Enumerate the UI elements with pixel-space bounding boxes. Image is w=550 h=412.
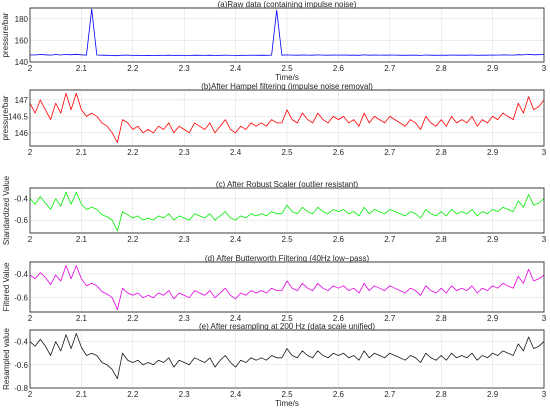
subplot-title: (d) After Butterworth Filtering (40Hz lo… <box>205 254 370 263</box>
x-tick-label: 2.2 <box>127 390 139 399</box>
y-axis-label: Standardized Value <box>2 175 11 245</box>
series-line <box>30 265 544 311</box>
x-tick-label: 2.5 <box>281 148 293 157</box>
x-tick-label: 2.7 <box>384 235 396 244</box>
x-tick-label: 2.8 <box>436 235 448 244</box>
subplot-d: 2 2.1 2.2 2.3 2.4 2.5 2.6 2.7 2.8 2.9 3 -0.4 -0.6 (d)… <box>2 254 547 323</box>
x-tick-label: 2 <box>28 314 33 323</box>
x-tick-label: 2.2 <box>127 64 139 73</box>
x-axis-label: Time/s <box>275 73 299 82</box>
y-tick-label: -0.8 <box>14 384 28 393</box>
x-tick-label: 3 <box>542 235 547 244</box>
x-tick-label: 2.4 <box>230 64 242 73</box>
x-tick-label: 2.1 <box>76 64 88 73</box>
x-tick-label: 2.2 <box>127 235 139 244</box>
y-tick-label: 147 <box>15 96 29 105</box>
x-tick-label: 2 <box>28 148 33 157</box>
y-tick-label: -0.6 <box>14 294 28 303</box>
x-tick-label: 2.3 <box>179 390 191 399</box>
x-tick-label: 2.9 <box>487 148 499 157</box>
x-tick-label: 2 <box>28 390 33 399</box>
x-tick-label: 2.1 <box>76 235 88 244</box>
x-tick-label: 2.9 <box>487 314 499 323</box>
y-tick-label: 146 <box>15 129 29 138</box>
x-tick-label: 2.2 <box>127 314 139 323</box>
series-line <box>30 8 544 57</box>
x-tick-label: 2.5 <box>281 390 293 399</box>
x-tick-label: 2.1 <box>76 390 88 399</box>
y-tick-label: 180 <box>15 15 29 24</box>
x-tick-label: 2.3 <box>179 64 191 73</box>
y-axis-label: Resampled value <box>2 328 11 390</box>
y-tick-label: -0.6 <box>14 216 28 225</box>
x-tick-label: 3 <box>542 64 547 73</box>
plot-border <box>29 7 545 63</box>
x-tick-label: 2.5 <box>281 64 293 73</box>
subplot-b: 2 2.1 2.2 2.3 2.4 2.5 2.6 2.7 2.8 2.9 3 146 146.5 147… <box>1 82 547 157</box>
subplot-e: 2 2.1 2.2 2.3 2.4 2.5 2.6 2.7 2.8 2.9 3 -0.4 -0.6 -0.… <box>2 322 547 408</box>
y-tick-label: 160 <box>15 36 29 45</box>
y-tick-label: 146.5 <box>8 112 29 121</box>
x-tick-label: 2.6 <box>333 148 345 157</box>
x-tick-label: 2.3 <box>179 148 191 157</box>
subplot-title: (c) After Robust Scaler (outlier resista… <box>216 180 359 189</box>
series-line <box>30 92 544 144</box>
subplot-c: 2 2.1 2.2 2.3 2.4 2.5 2.6 2.7 2.8 2.9 3 -0.4 -0.6 (c)… <box>2 175 547 245</box>
x-tick-label: 2.6 <box>333 64 345 73</box>
x-tick-label: 2.4 <box>230 314 242 323</box>
x-tick-label: 2.9 <box>487 390 499 399</box>
x-tick-label: 2.6 <box>333 235 345 244</box>
plot-border <box>29 261 545 313</box>
x-tick-label: 2.3 <box>179 235 191 244</box>
plot-border <box>29 187 545 234</box>
x-tick-label: 2.4 <box>230 235 242 244</box>
series-line <box>30 191 544 232</box>
subplot-title: (b)After Hampel filtering (impulse noise… <box>201 82 373 91</box>
y-tick-label: -0.4 <box>14 270 28 279</box>
x-tick-label: 3 <box>542 390 547 399</box>
x-tick-label: 2.6 <box>333 314 345 323</box>
x-tick-label: 2.9 <box>487 235 499 244</box>
x-tick-label: 2.7 <box>384 314 396 323</box>
plot-border <box>29 89 545 147</box>
subplot-title: (a)Raw data (containing impulse noise) <box>218 0 357 9</box>
x-tick-label: 2.6 <box>333 390 345 399</box>
x-tick-label: 2.1 <box>76 148 88 157</box>
y-axis-label: Filtered Value <box>2 262 11 311</box>
x-axis-label: Time/s <box>275 399 299 408</box>
x-tick-label: 2.7 <box>384 148 396 157</box>
y-tick-label: -0.6 <box>14 361 28 370</box>
plot-border <box>29 329 545 389</box>
x-tick-label: 2.2 <box>127 148 139 157</box>
x-tick-label: 2.5 <box>281 314 293 323</box>
subplot-a: 2 2.1 2.2 2.3 2.4 2.5 2.6 2.7 2.8 2.9 3 140 160 180 (a… <box>1 0 547 82</box>
y-axis-label: pressure/bar <box>1 12 10 57</box>
x-tick-label: 2.5 <box>281 235 293 244</box>
x-tick-label: 2.3 <box>179 314 191 323</box>
x-tick-label: 2.1 <box>76 314 88 323</box>
x-tick-label: 2.8 <box>436 314 448 323</box>
x-tick-label: 2.4 <box>230 390 242 399</box>
x-tick-label: 2.8 <box>436 390 448 399</box>
x-tick-label: 2 <box>28 235 33 244</box>
y-tick-label: -0.4 <box>14 338 28 347</box>
x-tick-label: 3 <box>542 148 547 157</box>
series-line <box>30 333 544 380</box>
y-tick-label: -0.4 <box>14 195 28 204</box>
x-tick-label: 2.7 <box>384 390 396 399</box>
subplot-title: (e) After resampling at 200 Hz (data sca… <box>199 322 375 331</box>
x-tick-label: 3 <box>542 314 547 323</box>
x-tick-label: 2.8 <box>436 64 448 73</box>
x-tick-label: 2.9 <box>487 64 499 73</box>
x-tick-label: 2.7 <box>384 64 396 73</box>
x-tick-label: 2 <box>28 64 33 73</box>
x-tick-label: 2.4 <box>230 148 242 157</box>
y-axis-label: pressure/bar <box>1 95 10 140</box>
x-tick-label: 2.8 <box>436 148 448 157</box>
y-tick-label: 140 <box>15 58 29 67</box>
